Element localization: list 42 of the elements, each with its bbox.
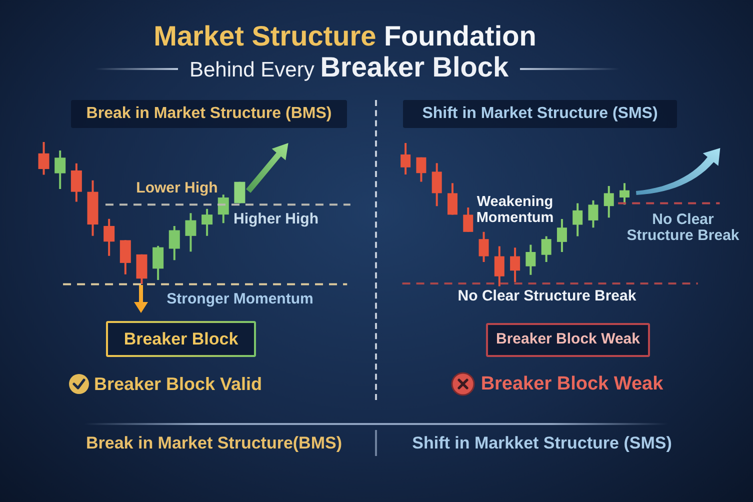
chart-title: Break in Market Structure (BMS) [86,105,332,123]
candlestick [478,231,488,264]
candlestick [572,202,582,238]
candlestick [462,206,473,234]
text: Break in Market Structure(BMS) [86,433,342,453]
text: Breaker Block Weak [480,373,664,395]
candlestick [556,218,567,254]
text: Shift in Markket Structure (SMS) [412,433,672,453]
candlestick [447,182,458,216]
candlestick [54,149,66,190]
chart-title: Shift in Market Structure (SMS) [422,105,658,123]
candlestick [588,200,598,229]
text: Breaker Block [124,329,238,349]
text: Breaker Block Valid [94,374,262,394]
candlestick [603,185,614,219]
text: Market Structure Foundation [154,20,536,52]
annotation: Weakening Momentum [475,194,555,226]
candlestick [168,224,180,261]
candlestick [184,212,196,252]
annotation: Higher High [234,210,318,229]
candlestick [494,246,504,287]
candlestick [431,162,442,208]
text: Behind Every Breaker Block [189,51,509,82]
candlestick [619,182,630,206]
candlestick [152,244,164,281]
candlestick [525,244,536,276]
text: Breaker Block Weak [496,330,640,348]
candlestick [103,218,114,257]
annotation: Lower High [136,180,218,198]
candlestick [510,246,520,284]
legend-label: Stronger Momentum [166,290,314,308]
candlestick [416,156,426,184]
ref-line-label: No Clear Structure Break [626,210,740,246]
candlestick [234,180,245,204]
candlestick [38,142,49,176]
candlestick [400,143,410,176]
candlestick [201,208,212,237]
candlestick [217,193,228,224]
candlestick [540,236,551,264]
ref-line-label: No Clear Structure Break [458,287,636,306]
candlestick [70,162,82,202]
candlestick [120,238,130,276]
